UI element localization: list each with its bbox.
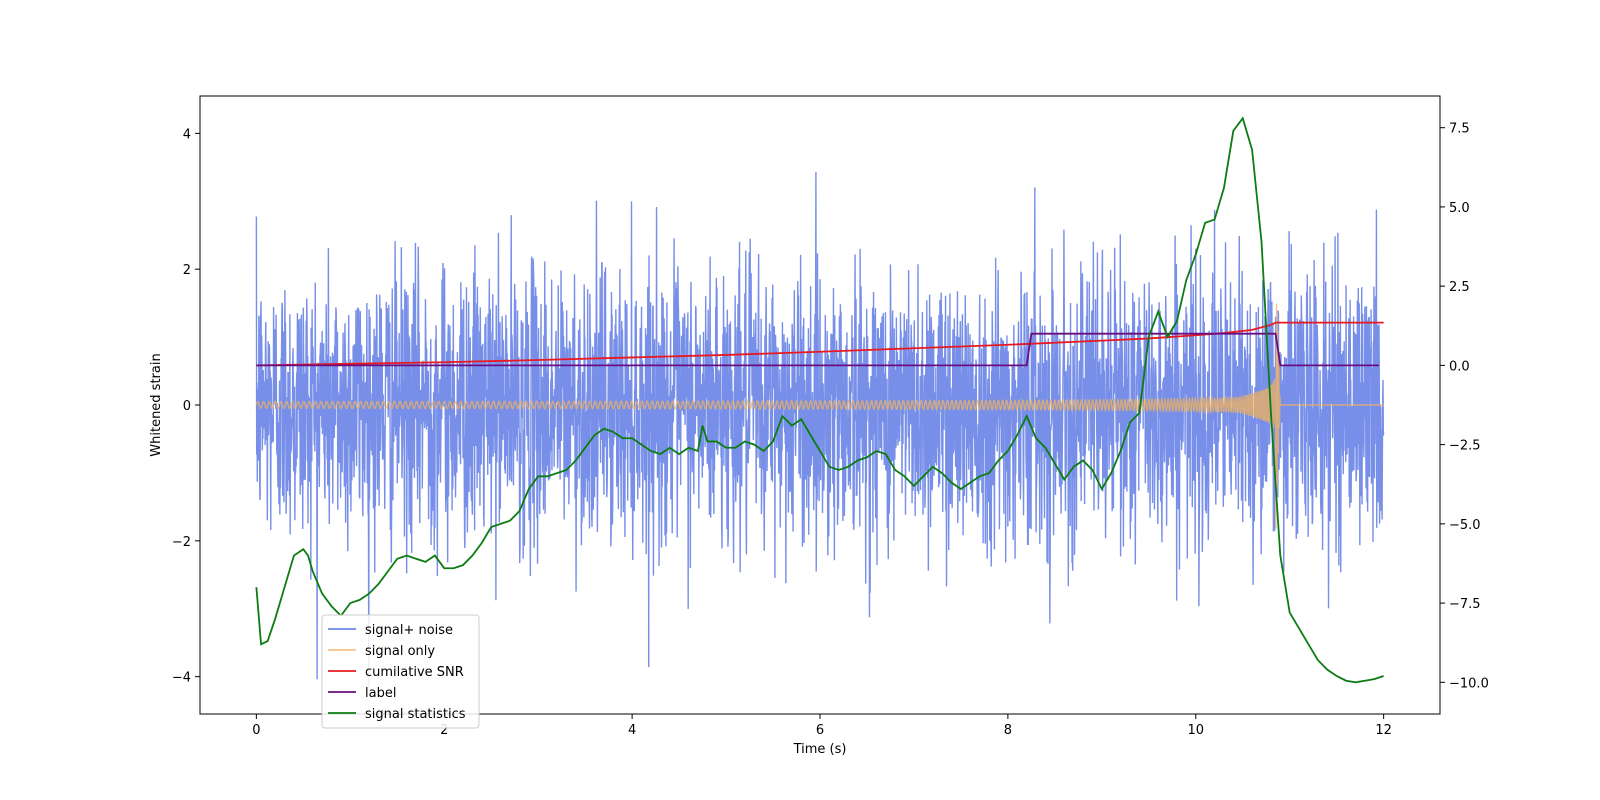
series-line	[255, 116, 1384, 684]
y-left-tick-label: 0	[183, 399, 191, 414]
y-right-tick-label: 5.0	[1449, 201, 1470, 216]
series-line	[255, 303, 1384, 529]
y-right-tick-label: 7.5	[1449, 122, 1470, 137]
y-left-tick-label: −2	[172, 535, 191, 550]
legend-label: label	[365, 686, 396, 701]
legend-item: signal+ noise	[328, 623, 453, 638]
y-right-tick-label: 2.5	[1449, 280, 1470, 295]
legend: signal+ noise signal only cumilative SNR la…	[321, 614, 480, 729]
legend-label: cumilative SNR	[365, 665, 464, 680]
legend-item: cumilative SNR	[328, 665, 464, 680]
series-signal-noise	[255, 172, 1385, 687]
x-tick-label: 6	[816, 723, 824, 738]
legend-item: label	[328, 686, 396, 701]
series-signal-statistics	[255, 116, 1384, 684]
y-axis-left: −4 −2 0 2 4	[172, 127, 200, 686]
x-tick-label: 2	[440, 723, 448, 738]
series-line	[255, 172, 1385, 687]
series-cumilative-snr	[256, 321, 1384, 367]
series-layer	[255, 116, 1385, 687]
x-tick-label: 10	[1187, 723, 1204, 738]
legend-item: signal only	[328, 644, 435, 659]
legend-box	[321, 614, 480, 729]
y-right-tick-label: −2.5	[1449, 439, 1481, 454]
y-right-tick-label: −10.0	[1449, 676, 1489, 691]
y-axis-right: −10.0 −7.5 −5.0 −2.5 0.0 2.5 5.0 7.5	[1440, 122, 1489, 691]
x-tick-label: 8	[1004, 723, 1012, 738]
x-tick-label: 12	[1375, 723, 1392, 738]
x-tick-label: 4	[628, 723, 636, 738]
x-axis-title: Time (s)	[793, 742, 847, 757]
y-left-tick-label: 4	[183, 127, 191, 142]
legend-label: signal only	[365, 644, 435, 659]
y-axis-left-title: Whitened strain	[149, 353, 164, 456]
y-right-tick-label: −5.0	[1449, 518, 1481, 533]
series-label	[256, 332, 1379, 367]
series-line	[256, 332, 1379, 367]
legend-label: signal statistics	[365, 707, 466, 722]
series-signal-only	[255, 303, 1384, 529]
y-right-tick-label: 0.0	[1449, 359, 1470, 374]
y-right-tick-label: −7.5	[1449, 597, 1481, 612]
x-tick-label: 0	[252, 723, 260, 738]
series-line	[256, 321, 1384, 367]
y-left-tick-label: −4	[172, 671, 191, 686]
legend-label: signal+ noise	[365, 623, 453, 638]
y-left-tick-label: 2	[183, 263, 191, 278]
legend-item: signal statistics	[328, 707, 466, 722]
